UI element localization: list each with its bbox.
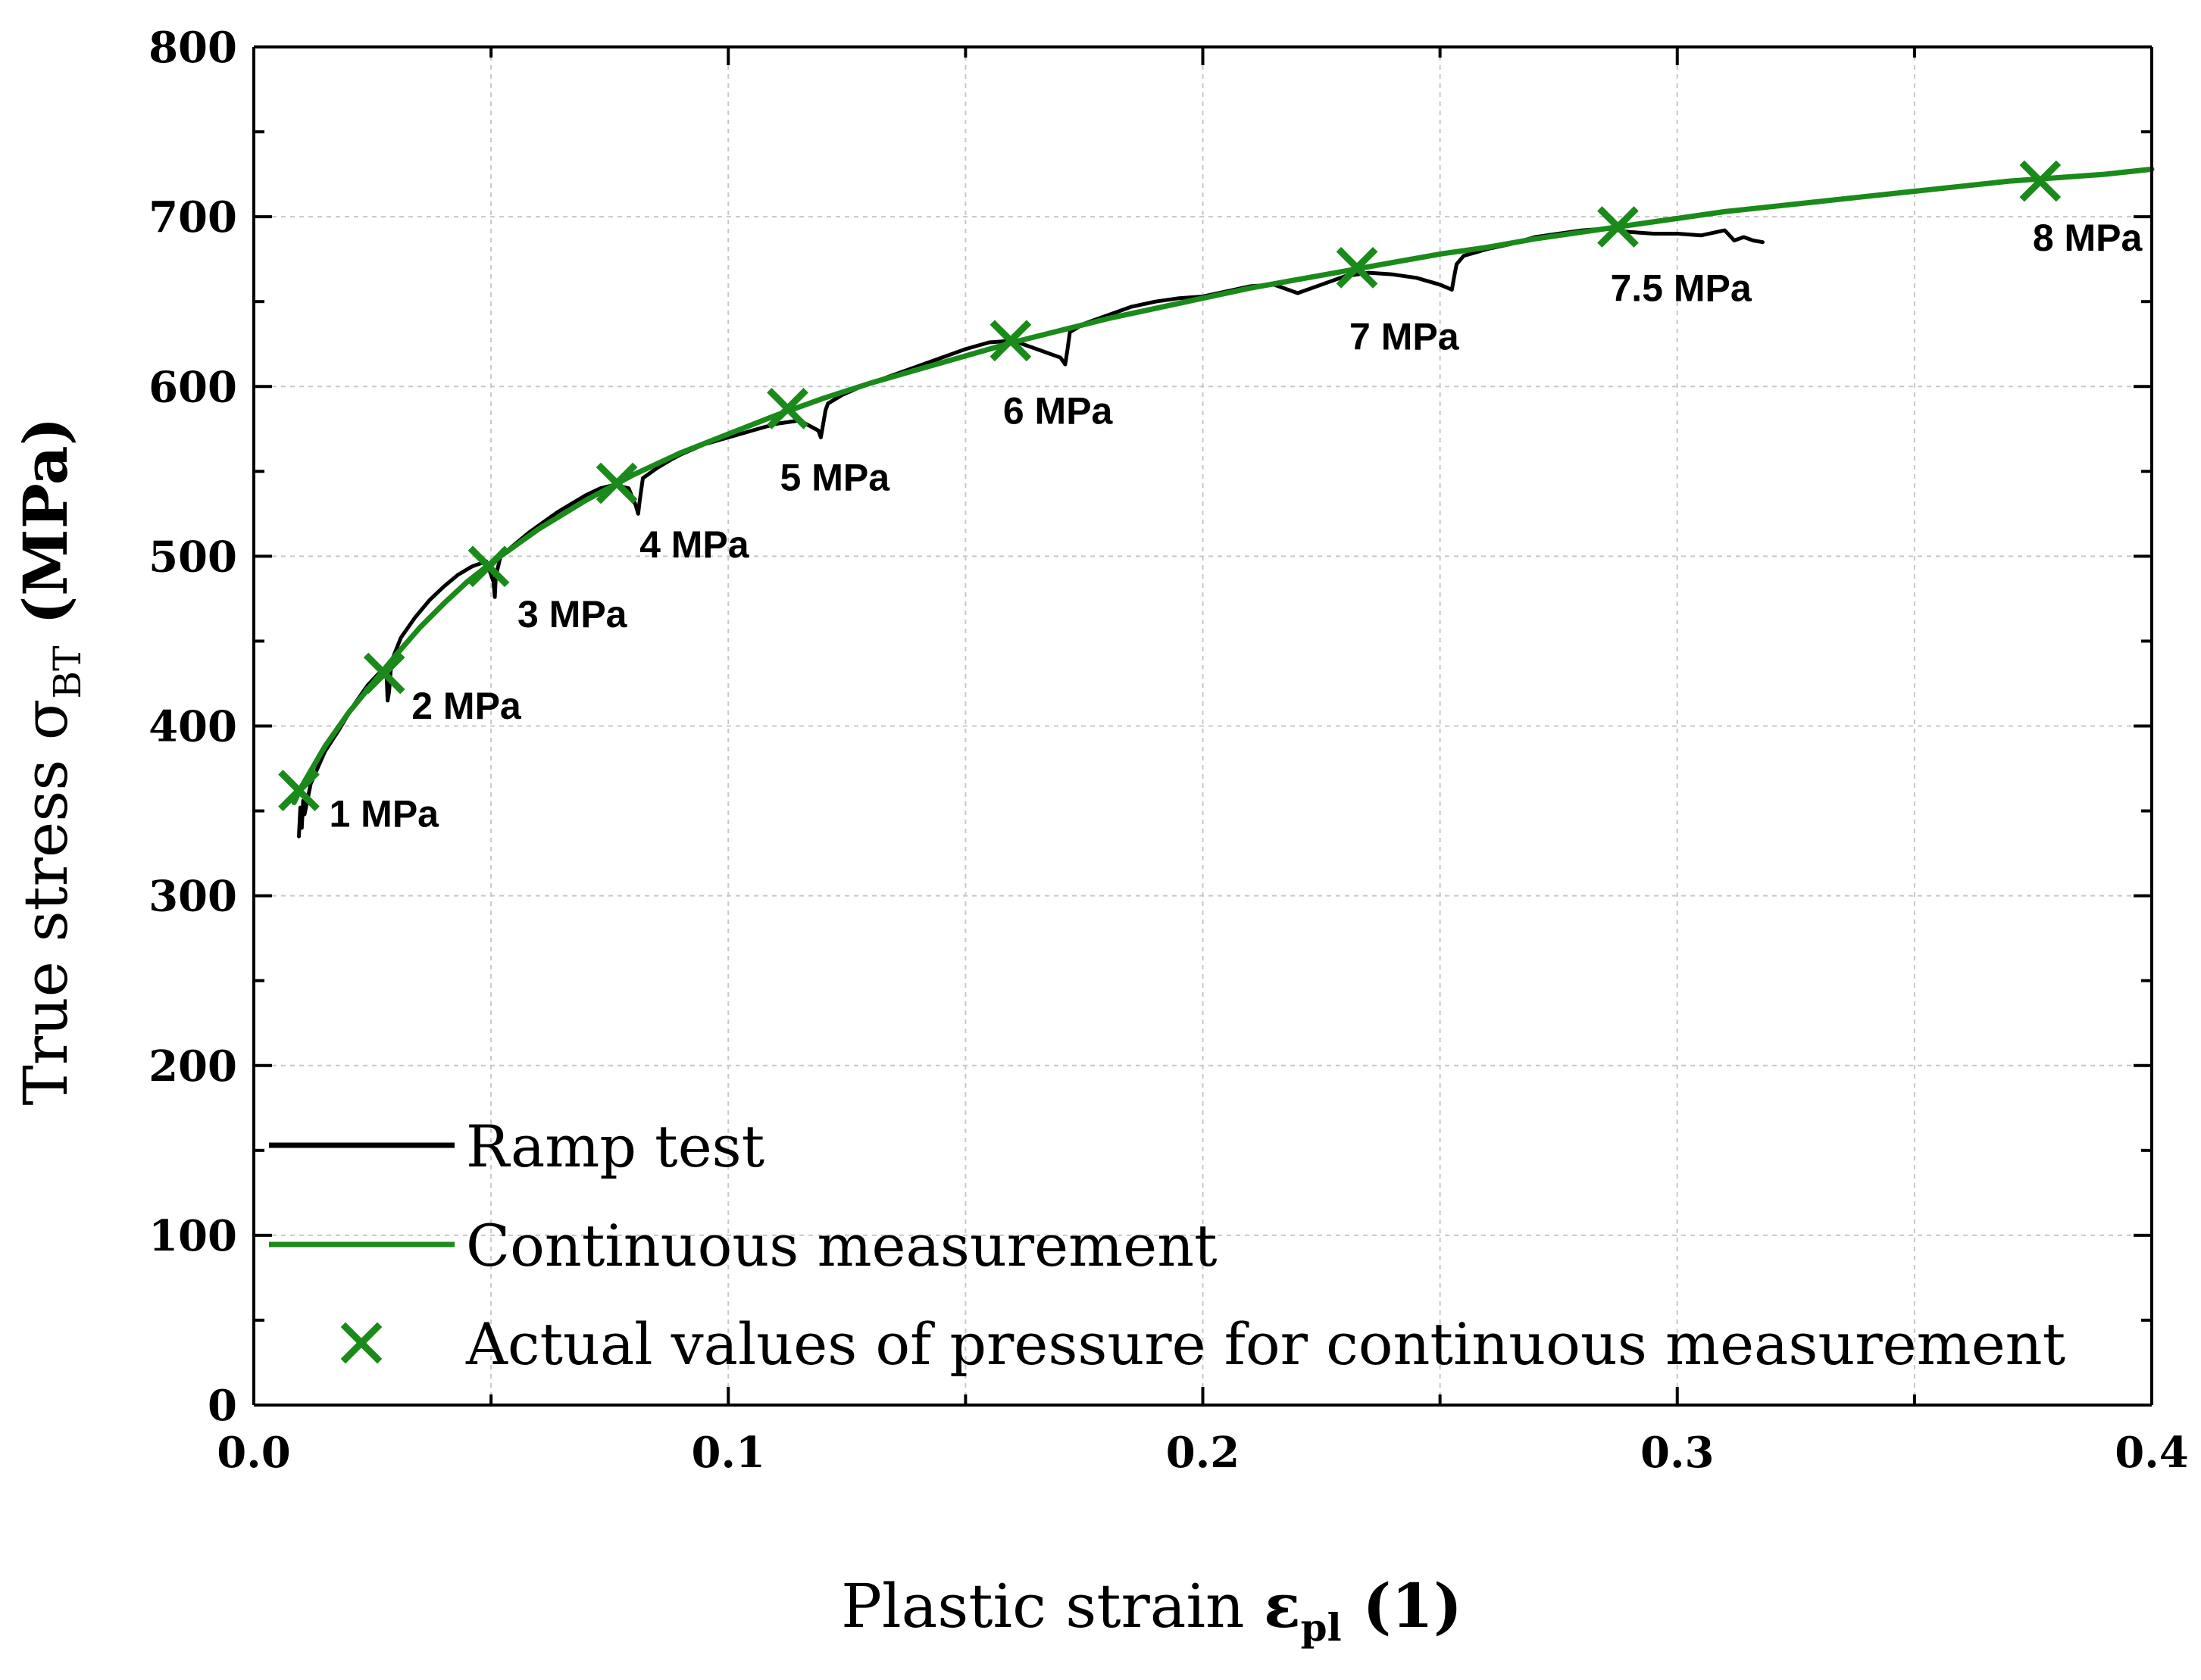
pressure-annotation-label: 2 MPa — [411, 685, 522, 727]
legend-label-ramp: Ramp test — [466, 1113, 764, 1180]
legend-label-continuous: Continuous measurement — [466, 1212, 1218, 1279]
pressure-marker — [596, 462, 638, 504]
pressure-marker — [767, 388, 808, 429]
y-tick-label: 600 — [149, 362, 237, 412]
pressure-annotation-label: 8 MPa — [2033, 217, 2143, 259]
pressure-annotation-label: 1 MPa — [329, 793, 439, 835]
pressure-marker — [1336, 246, 1378, 289]
pressure-annotation-label: 7 MPa — [1349, 315, 1460, 358]
y-tick-label: 200 — [149, 1041, 237, 1091]
pressure-markers — [278, 160, 2062, 812]
x-tick-label: 0.1 — [692, 1428, 765, 1478]
pressure-annotation-label: 6 MPa — [1003, 390, 1114, 432]
series-continuous-line — [291, 166, 2155, 805]
y-tick-label: 100 — [149, 1211, 237, 1261]
pressure-marker — [467, 545, 510, 588]
y-axis-title-prefix: True stress — [11, 740, 81, 1105]
pressure-marker — [990, 320, 1032, 362]
y-axis-title-subscript: BT — [45, 646, 89, 699]
y-tick-label: 700 — [149, 192, 237, 242]
legend-swatch-marker — [340, 1322, 383, 1364]
x-tick-label: 0.3 — [1640, 1428, 1714, 1478]
series-lines — [291, 166, 2155, 838]
x-tick-label: 0.4 — [2115, 1428, 2188, 1478]
x-axis-title-subscript: pl — [1301, 1605, 1342, 1650]
pressure-marker — [363, 652, 405, 695]
y-tick-label: 800 — [149, 23, 237, 73]
grid-lines — [254, 47, 2152, 1405]
y-axis-title-symbol: σ — [11, 699, 81, 741]
y-tick-label: 300 — [149, 872, 237, 922]
pressure-annotation-label: 7.5 MPa — [1610, 267, 1752, 310]
x-axis-title-prefix: Plastic strain — [841, 1571, 1264, 1641]
y-tick-label: 500 — [149, 532, 237, 582]
pressure-marker — [1597, 206, 1639, 248]
series-ramp-test-line — [297, 226, 1765, 838]
pressure-annotations: 1 MPa 2 MPa 3 MPa 4 MPa 5 MPa 6 MPa 7 MPa 7.5 M… — [329, 217, 2143, 835]
tick-labels: 0.0 0.1 0.2 0.3 0.4 0 100 200 300 400 500 600 700 800 — [149, 23, 2189, 1478]
x-axis-title-symbol: ε — [1264, 1570, 1301, 1641]
legend: Ramp test Continuous measurement Actual … — [269, 1113, 2065, 1378]
x-tick-label: 0.2 — [1166, 1428, 1240, 1478]
x-axis-title: Plastic strain εpl (1) — [841, 1570, 1462, 1650]
pressure-marker — [278, 770, 320, 812]
pressure-annotation-label: 3 MPa — [517, 593, 628, 635]
axes-frame — [252, 45, 2153, 1407]
x-axis-title-unit: (1) — [1342, 1570, 1462, 1641]
pressure-annotation-label: 5 MPa — [780, 456, 891, 498]
pressure-annotation-label: 4 MPa — [639, 523, 750, 566]
y-axis-title-unit: (MPa) — [10, 417, 81, 646]
y-axis-title: True stress σBT (MPa) — [10, 417, 89, 1106]
y-tick-label: 0 — [208, 1381, 237, 1431]
x-tick-label: 0.0 — [217, 1428, 290, 1478]
legend-label-marker: Actual values of pressure for continuous… — [465, 1310, 2065, 1378]
pressure-marker — [2019, 160, 2062, 202]
y-tick-label: 400 — [149, 702, 237, 752]
